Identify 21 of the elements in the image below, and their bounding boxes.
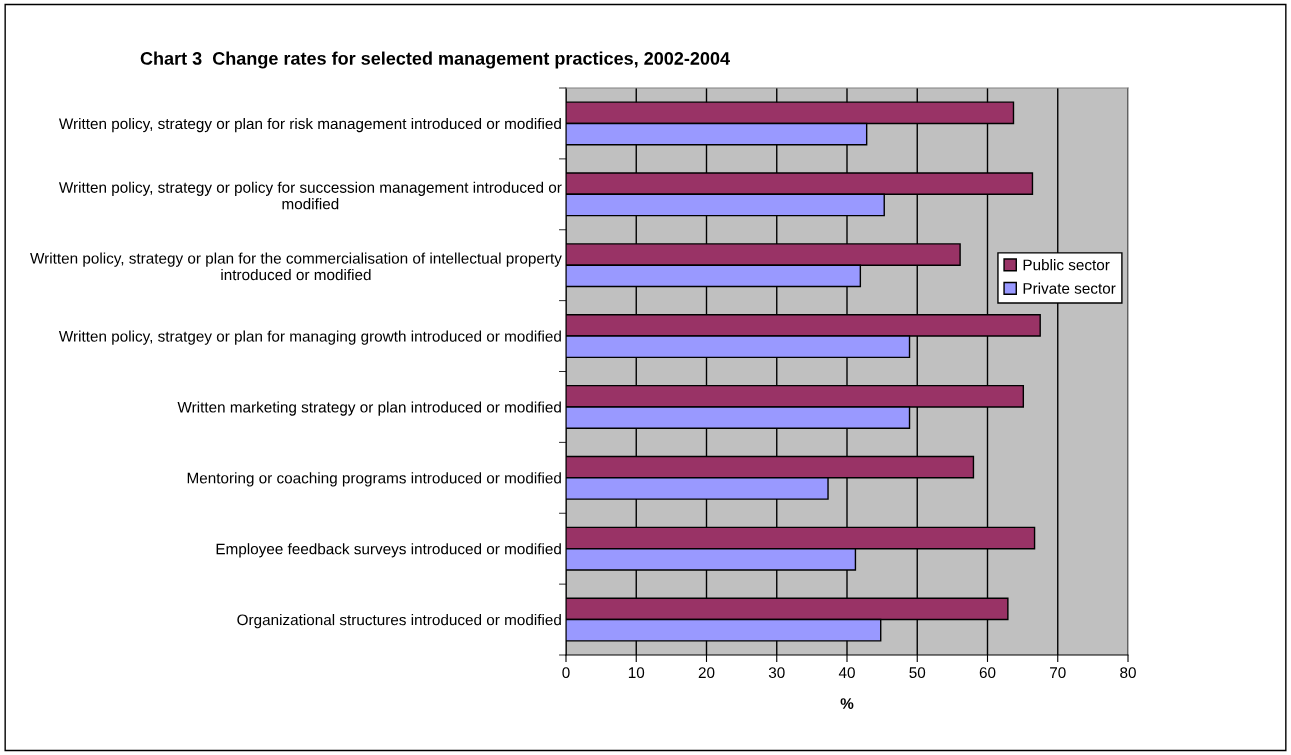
y-tick-label: Written marketing strategy or plan introduced or modified	[177, 401, 561, 416]
x-tick-label: 60	[979, 667, 996, 679]
x-tick-label: 80	[1120, 667, 1136, 679]
y-tick-label: Written policy, strategy or plan for risk management introduced or modified	[58, 117, 561, 133]
y-tick-label: Written policy, strategy or policy for succession management introduced or modified	[58, 181, 562, 210]
y-tick-label: Written policy, stratgey or plan for managing growth introduced or modified	[58, 330, 561, 345]
x-axis-title: %	[840, 698, 854, 709]
x-tick-label: 20	[698, 667, 715, 679]
x-tick-label: 10	[628, 667, 645, 679]
chart-title: Chart 3 Change rates for selected management practices, 2002-2004	[140, 51, 730, 69]
legend-label: Private sector	[1023, 282, 1116, 294]
legend-label: Public sector	[1023, 259, 1110, 271]
y-tick-label: Written policy, strategy or plan for the commercialisation of intellectual property introduced or modified	[30, 252, 562, 281]
y-tick-label: Organizational structures introduced or modified	[237, 614, 561, 629]
x-tick-label: 40	[838, 667, 855, 679]
x-tick-label: 50	[909, 667, 926, 679]
y-tick-label: Employee feedback surveys introduced or modified	[216, 543, 561, 558]
x-tick-label: 0	[562, 667, 570, 679]
y-tick-label: Mentoring or coaching programs introduced or modified	[187, 472, 561, 487]
x-tick-label: 30	[768, 667, 785, 679]
x-tick-label: 70	[1050, 667, 1066, 679]
